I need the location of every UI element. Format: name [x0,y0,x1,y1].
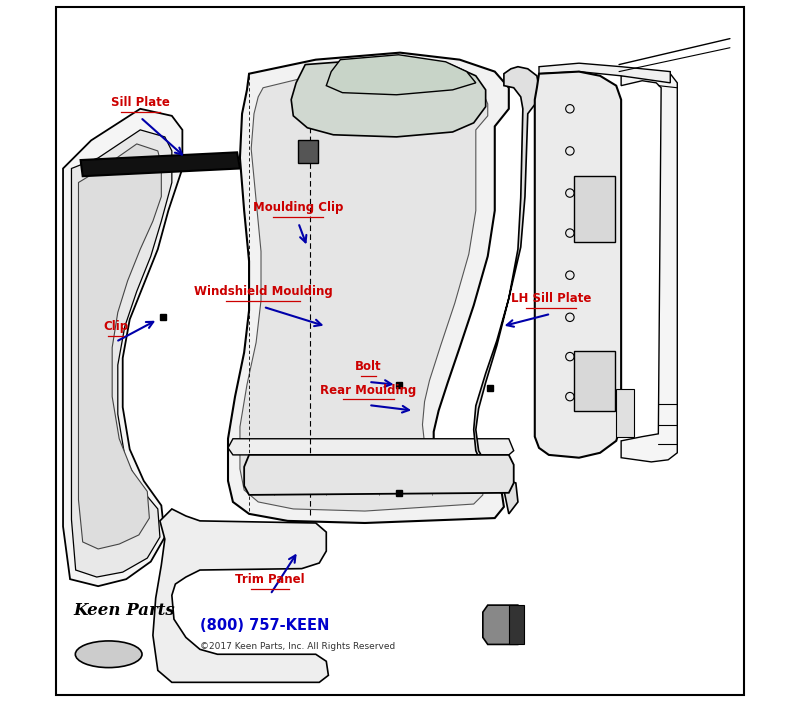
Text: Clip: Clip [103,320,128,333]
Polygon shape [244,455,514,495]
Polygon shape [534,72,621,458]
Text: ©2017 Keen Parts, Inc. All Rights Reserved: ©2017 Keen Parts, Inc. All Rights Reserv… [200,642,395,651]
Text: Windshield Moulding: Windshield Moulding [194,285,333,298]
Polygon shape [81,152,240,176]
Text: Sill Plate: Sill Plate [111,95,170,109]
Polygon shape [153,509,328,682]
Bar [509,605,524,644]
Text: (800) 757-KEEN: (800) 757-KEEN [200,618,330,633]
Polygon shape [326,55,476,95]
Ellipse shape [75,641,142,668]
Bar [616,389,634,437]
Polygon shape [240,69,488,511]
Polygon shape [78,144,162,549]
Bar [574,176,615,242]
Bar [574,351,615,411]
Polygon shape [474,67,539,514]
Polygon shape [63,109,182,586]
Polygon shape [71,130,172,577]
Bar [298,140,318,163]
Polygon shape [228,53,509,523]
Polygon shape [483,605,523,644]
Text: LH Sill Plate: LH Sill Plate [510,292,591,305]
Text: Moulding Clip: Moulding Clip [253,201,343,214]
Text: Keen Parts: Keen Parts [74,602,175,619]
Text: Bolt: Bolt [355,360,382,373]
Text: Trim Panel: Trim Panel [235,573,305,586]
Polygon shape [228,439,514,455]
Polygon shape [621,72,678,462]
Text: Rear Moulding: Rear Moulding [320,383,417,397]
Polygon shape [539,63,670,83]
Polygon shape [291,58,486,137]
